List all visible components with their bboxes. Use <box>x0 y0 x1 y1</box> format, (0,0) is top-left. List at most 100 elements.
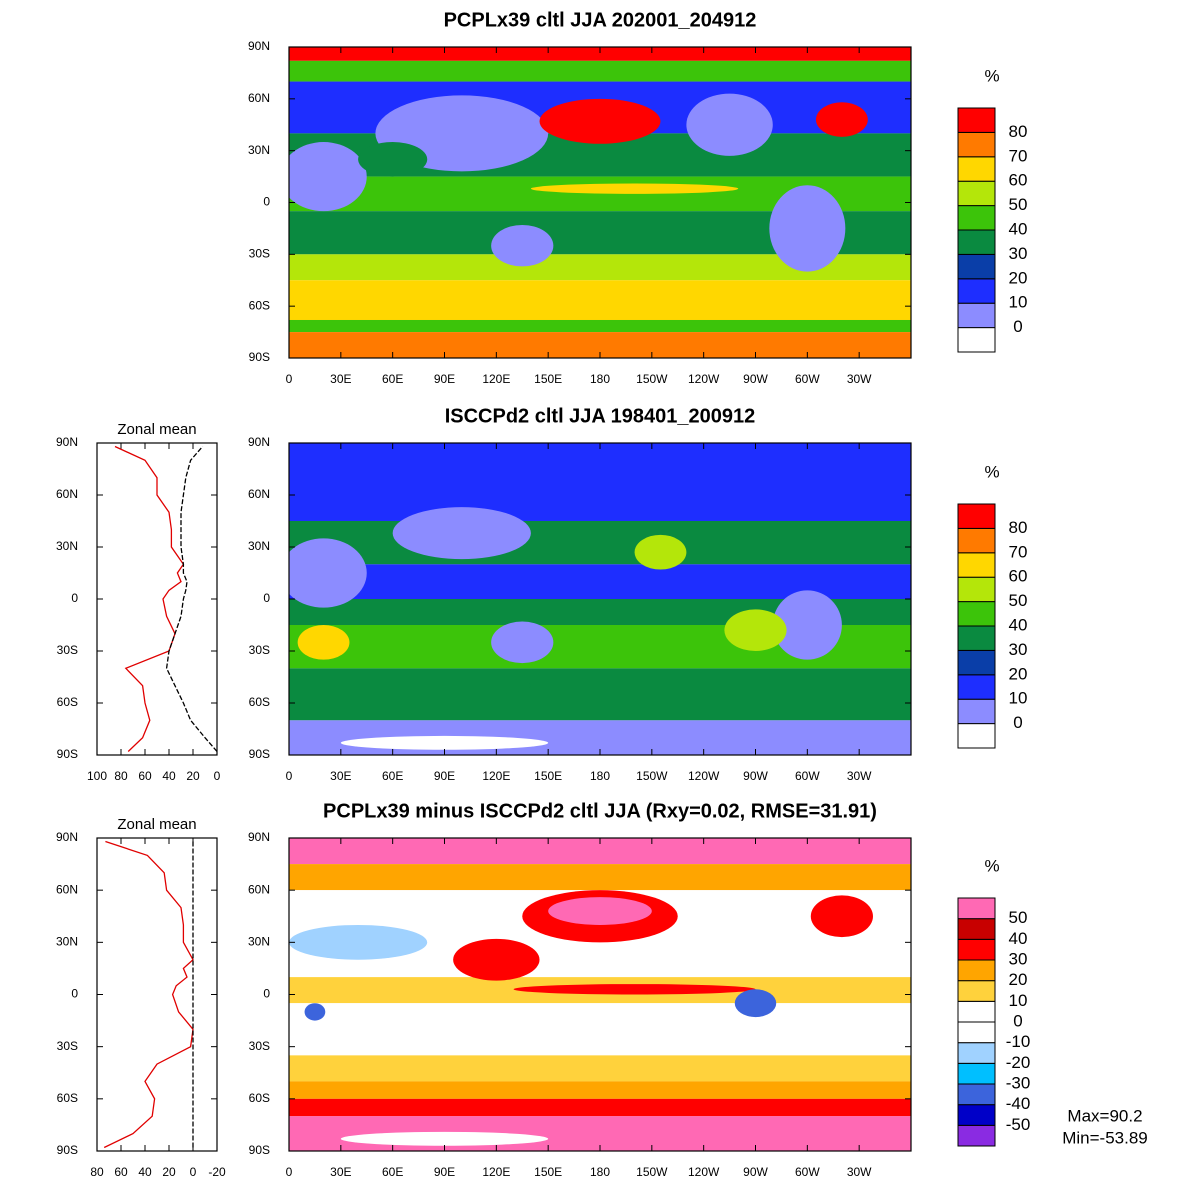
colorbar-label: 20 <box>1009 268 1028 287</box>
map-field <box>289 443 911 755</box>
colorbar-box <box>957 698 996 725</box>
y-tick-label: 90S <box>249 350 270 364</box>
colorbar-box <box>957 576 996 603</box>
x-tick-label: 0 <box>286 372 293 386</box>
field-blob <box>724 609 787 651</box>
colorbar-label: 70 <box>1009 542 1028 561</box>
field-blob <box>769 185 846 272</box>
colorbar-label: 30 <box>1009 949 1028 968</box>
field-band <box>289 1098 911 1117</box>
y-tick-label: 90N <box>56 435 78 449</box>
map-field <box>289 838 911 1151</box>
field-blob <box>491 224 554 267</box>
x-tick-label: 0 <box>286 1165 293 1179</box>
colorbar-label: -30 <box>1006 1073 1031 1092</box>
x-tick-label: 60W <box>795 372 820 386</box>
colorbar-label: 40 <box>1009 219 1028 238</box>
field-band <box>289 1055 911 1082</box>
x-tick-label: 150E <box>534 372 562 386</box>
field-band <box>289 521 911 565</box>
y-tick-label: 30S <box>249 643 270 657</box>
field-blob <box>815 102 868 137</box>
y-tick-label: 90N <box>248 39 270 53</box>
x-tick-label: 40 <box>162 769 176 783</box>
colorbar-box <box>957 156 996 182</box>
x-tick-label: 60E <box>382 1165 403 1179</box>
chart-title: Zonal mean <box>117 816 196 833</box>
colorbar-label: 20 <box>1009 970 1028 989</box>
colorbar-box <box>957 897 996 920</box>
colorbar-label: 10 <box>1009 689 1028 708</box>
y-tick-label: 30S <box>249 247 270 261</box>
y-tick-label: 60N <box>56 487 78 501</box>
x-tick-label: 150W <box>636 769 668 783</box>
x-tick-label: 180 <box>590 769 610 783</box>
colorbar-box <box>957 1042 996 1064</box>
x-tick-label: 60E <box>382 769 403 783</box>
colorbar-label: 0 <box>1013 713 1022 732</box>
colorbar-box <box>957 625 996 651</box>
x-tick-label: 30W <box>847 372 872 386</box>
x-tick-label: 80 <box>114 769 128 783</box>
y-tick-label: 90S <box>57 747 78 761</box>
field-blob <box>453 938 540 981</box>
field-band <box>289 1003 911 1056</box>
x-tick-label: 90E <box>434 372 455 386</box>
colorbar-box <box>957 552 996 578</box>
y-tick-label: 60S <box>249 298 270 312</box>
field-blob <box>340 735 549 750</box>
colorbar-box <box>957 1083 996 1106</box>
colorbar-label: -10 <box>1006 1032 1031 1051</box>
x-tick-label: 100 <box>87 769 107 783</box>
y-tick-label: 30S <box>57 643 78 657</box>
x-tick-label: 0 <box>190 1165 197 1179</box>
chart-title: PCPLx39 cltl JJA 202001_204912 <box>444 9 757 31</box>
colorbar-title: % <box>984 462 999 481</box>
x-tick-label: 90E <box>434 1165 455 1179</box>
field-blob <box>734 989 777 1018</box>
colorbar-box <box>957 723 996 749</box>
y-tick-label: 60S <box>249 695 270 709</box>
colorbar-box <box>957 938 996 961</box>
colorbar-label: 40 <box>1009 615 1028 634</box>
x-tick-label: 90W <box>743 1165 768 1179</box>
y-tick-label: 60N <box>56 882 78 896</box>
x-tick-label: 120E <box>482 769 510 783</box>
y-tick-label: 90N <box>248 435 270 449</box>
x-tick-label: 180 <box>590 1165 610 1179</box>
chart-title: Zonal mean <box>117 421 196 438</box>
colorbar-box <box>957 107 996 133</box>
field-blob <box>491 621 554 664</box>
x-tick-label: 150E <box>534 769 562 783</box>
x-tick-label: 120W <box>688 1165 720 1179</box>
x-tick-label: 0 <box>214 769 221 783</box>
colorbar-box <box>957 1124 996 1147</box>
y-tick-label: 60N <box>248 91 270 105</box>
x-tick-label: 60W <box>795 1165 820 1179</box>
colorbar-label: 50 <box>1009 591 1028 610</box>
zonal-mean-line <box>165 446 218 752</box>
colorbar-label: 50 <box>1009 195 1028 214</box>
x-tick-label: 90W <box>743 769 768 783</box>
y-tick-label: 0 <box>263 195 270 209</box>
x-tick-label: 20 <box>186 769 200 783</box>
field-blob <box>358 142 428 177</box>
colorbar-box <box>957 131 996 158</box>
y-tick-label: 90S <box>249 1143 270 1157</box>
field-band <box>289 319 911 333</box>
colorbar-label: 10 <box>1009 991 1028 1010</box>
x-tick-label: 60 <box>138 769 152 783</box>
x-tick-label: 150W <box>636 1165 668 1179</box>
x-tick-label: 120E <box>482 372 510 386</box>
y-tick-label: 30N <box>248 539 270 553</box>
colorbar-label: 80 <box>1009 518 1028 537</box>
colorbar-label: 60 <box>1009 171 1028 190</box>
colorbar-title: % <box>984 856 999 875</box>
colorbar-box <box>957 1000 996 1023</box>
colorbar-label: 30 <box>1009 244 1028 263</box>
x-tick-label: 60E <box>382 372 403 386</box>
colorbar-label: 50 <box>1009 908 1028 927</box>
x-tick-label: 180 <box>590 372 610 386</box>
y-tick-label: 60N <box>248 487 270 501</box>
